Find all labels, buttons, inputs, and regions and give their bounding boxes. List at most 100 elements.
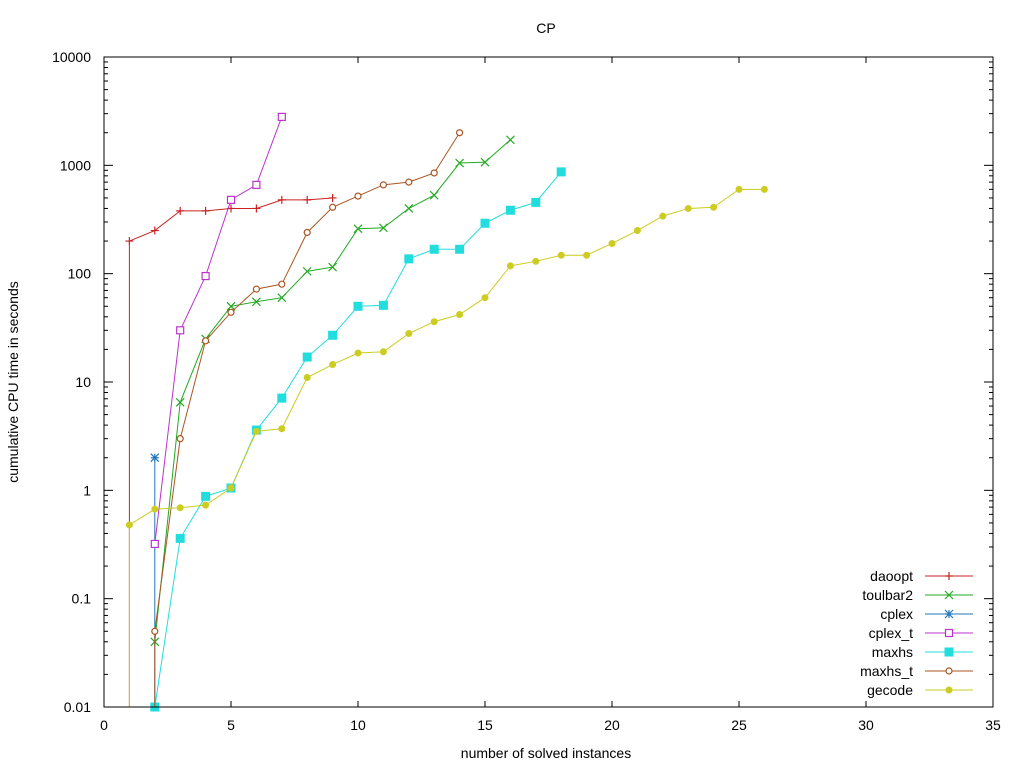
legend-item-gecode: gecode [867, 682, 973, 698]
data-point-maxhs_t [176, 435, 184, 443]
legend-item-toulbar2: toulbar2 [862, 587, 973, 603]
data-point-daoopt [125, 237, 134, 246]
y-tick-label: 0.01 [64, 699, 91, 715]
data-point-toulbar2 [251, 297, 261, 307]
data-point-maxhs_t [354, 192, 362, 200]
data-point-maxhs [505, 205, 515, 215]
data-point-toulbar2 [480, 157, 490, 167]
legend-item-maxhs_t: maxhs_t [860, 663, 973, 679]
legend-swatch-marker [944, 590, 954, 600]
data-point-maxhs [455, 244, 465, 254]
legend-label: maxhs_t [860, 663, 913, 679]
legend-swatch-marker [945, 572, 953, 580]
legend-label: gecode [867, 682, 913, 698]
data-point-maxhs [404, 254, 414, 264]
data-point-maxhs_t [379, 181, 387, 189]
legend-swatch-marker [944, 647, 954, 657]
legend-swatch-marker [945, 686, 953, 694]
legend-item-cplex: cplex [880, 606, 973, 622]
legend-label: maxhs [872, 644, 913, 660]
data-point-toulbar2 [226, 301, 236, 311]
data-point-toulbar2 [404, 204, 414, 213]
data-point-maxhs [201, 491, 211, 501]
x-tick-label: 10 [350, 717, 366, 733]
y-tick-label: 10000 [52, 49, 91, 65]
data-point-gecode [532, 257, 540, 265]
data-point-gecode [735, 185, 743, 193]
data-point-gecode [506, 262, 514, 270]
data-point-toulbar2 [302, 266, 312, 276]
series-daoopt [125, 193, 337, 707]
data-point-daoopt [252, 204, 261, 213]
legend-item-daoopt: daoopt [870, 568, 973, 584]
series-line-gecode [128, 188, 765, 707]
data-point-maxhs_t [227, 308, 235, 316]
legend-label: toulbar2 [862, 587, 913, 603]
data-point-gecode [278, 425, 286, 433]
data-point-gecode [125, 521, 133, 529]
chart-title: CP [536, 20, 555, 36]
series-line-toulbar2 [154, 139, 511, 642]
data-point-gecode [405, 330, 413, 338]
x-tick-label: 5 [227, 717, 235, 733]
series-maxhs [150, 167, 566, 712]
data-point-gecode [583, 251, 591, 259]
data-point-maxhs [175, 533, 185, 543]
y-tick-label: 1000 [60, 157, 91, 173]
data-point-toulbar2 [429, 190, 439, 200]
legend-label: cplex [880, 606, 913, 622]
x-tick-label: 15 [477, 717, 493, 733]
plot-frame [103, 56, 994, 708]
legend-item-cplex_t: cplex_t [869, 625, 973, 641]
series-cplex_t [150, 112, 286, 549]
data-point-maxhs [556, 167, 566, 177]
data-point-maxhs_t [278, 280, 286, 288]
data-point-maxhs [429, 244, 439, 254]
data-point-gecode [659, 212, 667, 220]
data-point-cplex_t [277, 112, 286, 121]
y-tick-label: 10 [75, 374, 91, 390]
data-point-maxhs_t [252, 285, 260, 293]
data-point-maxhs_t [329, 203, 337, 211]
series-line-daoopt [128, 197, 333, 707]
data-point-toulbar2 [505, 135, 515, 145]
legend-label: daoopt [870, 568, 913, 584]
x-tick-label: 30 [858, 717, 874, 733]
data-point-maxhs_t [303, 228, 311, 237]
data-point-daoopt [303, 195, 312, 204]
data-point-maxhs_t [430, 169, 438, 177]
y-tick-label: 100 [68, 266, 92, 282]
data-point-gecode [760, 185, 768, 193]
data-point-cplex_t [150, 539, 159, 549]
legend-swatch-marker [944, 628, 954, 638]
data-point-daoopt [201, 206, 210, 215]
data-point-cplex_t [176, 326, 185, 335]
data-point-gecode [481, 294, 489, 302]
data-point-gecode [354, 349, 362, 357]
data-point-toulbar2 [328, 262, 338, 272]
data-point-gecode [456, 310, 464, 318]
data-point-maxhs [531, 197, 541, 207]
data-point-cplex_t [252, 180, 261, 189]
data-point-gecode [303, 374, 311, 382]
data-point-maxhs_t [151, 627, 159, 635]
data-point-toulbar2 [378, 223, 388, 233]
x-tick-label: 0 [100, 717, 108, 733]
data-point-toulbar2 [277, 293, 287, 303]
data-point-maxhs [353, 301, 363, 311]
data-point-gecode [151, 505, 159, 513]
y-axis-label: cumulative CPU time in seconds [5, 281, 21, 483]
data-point-maxhs [378, 300, 388, 310]
y-tick-label: 0.1 [72, 591, 92, 607]
series-line-maxhs [154, 171, 562, 708]
data-point-daoopt [150, 226, 159, 235]
data-point-maxhs_t [202, 337, 210, 345]
data-point-gecode [202, 501, 210, 509]
data-point-gecode [227, 484, 235, 492]
data-point-gecode [430, 318, 438, 326]
data-point-gecode [608, 239, 616, 247]
series-maxhs_t [151, 129, 464, 707]
legend-item-maxhs: maxhs [872, 644, 973, 660]
data-point-gecode [633, 227, 641, 235]
